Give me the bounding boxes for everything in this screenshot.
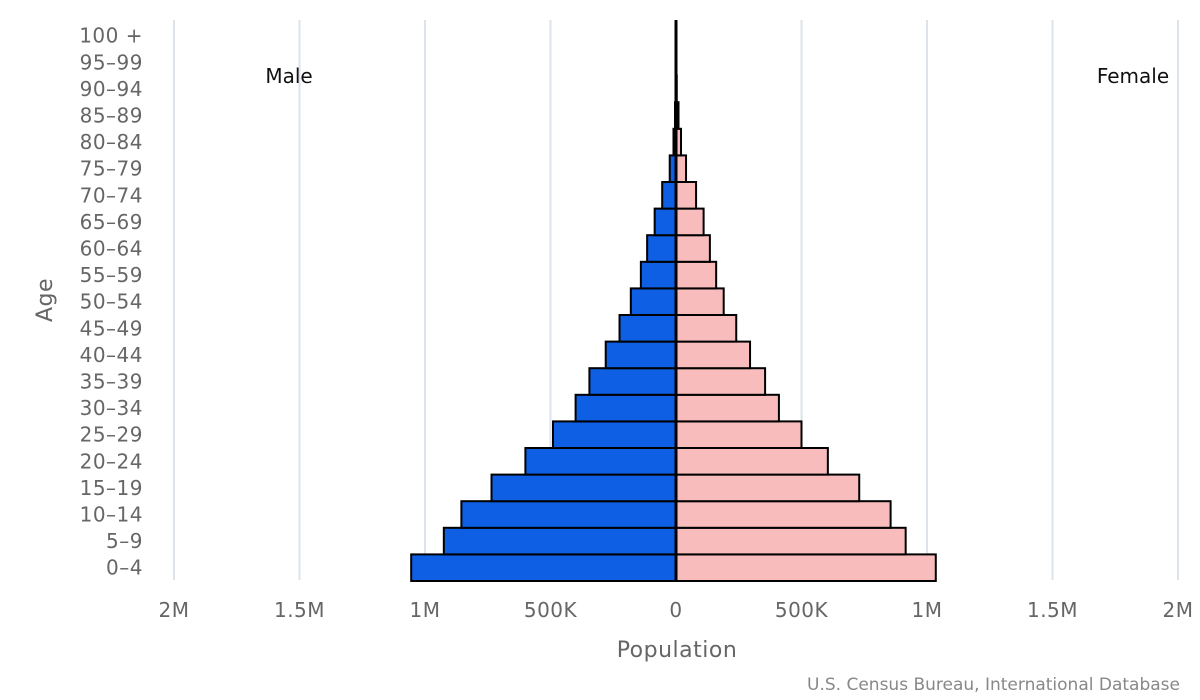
female-bar: [675, 553, 937, 583]
y-tick-label: 100 +: [79, 24, 143, 48]
x-tick-label: 1M: [410, 598, 441, 622]
y-tick-label: 5–9: [106, 529, 143, 553]
male-bar: [574, 393, 677, 423]
x-tick-label: 1.5M: [1027, 598, 1078, 622]
source-credit: U.S. Census Bureau, International Databa…: [807, 675, 1180, 695]
male-bar: [661, 181, 678, 210]
y-tick-label: 20–24: [80, 449, 143, 473]
male-bar: [460, 500, 677, 529]
male-bar: [442, 526, 678, 556]
female-bar: [675, 260, 718, 290]
x-tick-label: 2M: [159, 598, 190, 622]
female-bar: [675, 314, 738, 343]
x-tick-label: 2M: [1163, 598, 1194, 622]
female-panel-label: Female: [1097, 64, 1169, 88]
female-bar: [675, 447, 829, 476]
female-bar: [675, 420, 803, 449]
male-bar: [588, 367, 678, 396]
male-bar: [410, 553, 677, 583]
y-tick-label: 45–49: [80, 316, 143, 340]
female-bar: [675, 287, 725, 316]
y-tick-label: 10–14: [80, 503, 143, 527]
y-tick-label: 95–99: [80, 50, 143, 74]
y-tick-label: 50–54: [80, 290, 143, 314]
x-axis-title: Population: [617, 638, 738, 663]
x-tick-label: 0: [669, 598, 682, 622]
y-tick-label: 80–84: [80, 130, 143, 154]
male-panel-label: Male: [265, 64, 312, 88]
female-bar: [675, 234, 711, 263]
x-tick-label: 1M: [912, 598, 943, 622]
female-bar: [675, 154, 688, 183]
female-bar: [675, 207, 705, 237]
female-bar: [675, 473, 861, 503]
female-bar: [675, 500, 892, 529]
female-bar: [675, 181, 698, 210]
gridlines: [173, 20, 1179, 580]
y-axis-title: Age: [33, 278, 58, 322]
male-bar: [618, 314, 678, 343]
x-tick-label: 500K: [524, 598, 578, 622]
bars: [410, 21, 937, 583]
female-bar: [675, 367, 767, 396]
y-tick-label: 75–79: [80, 157, 143, 181]
y-tick-label: 25–29: [80, 423, 143, 447]
male-bar: [552, 420, 678, 449]
x-axis-tick-labels: 2M 1.5M 1M 500K 0 500K 1M 1.5M 2M: [159, 598, 1194, 622]
male-bar: [653, 207, 677, 237]
y-tick-label: 35–39: [80, 370, 143, 394]
y-tick-label: 0–4: [106, 556, 143, 580]
male-bar: [490, 473, 678, 503]
male-bar: [639, 260, 677, 290]
y-tick-label: 15–19: [80, 476, 143, 500]
y-tick-label: 60–64: [80, 237, 143, 261]
y-tick-label: 90–94: [80, 77, 143, 101]
y-tick-label: 40–44: [80, 343, 143, 367]
male-bar: [629, 287, 678, 316]
y-tick-label: 30–34: [80, 396, 143, 420]
female-bar: [675, 393, 780, 423]
y-tick-label: 55–59: [80, 263, 143, 287]
male-bar: [646, 234, 678, 263]
y-tick-label: 70–74: [80, 183, 143, 207]
y-tick-label: 85–89: [80, 104, 143, 128]
male-bar: [604, 340, 677, 370]
y-tick-label: 65–69: [80, 210, 143, 234]
male-bar: [524, 447, 678, 476]
female-bar: [675, 526, 907, 556]
female-bar: [675, 340, 752, 370]
x-tick-label: 1.5M: [274, 598, 325, 622]
x-tick-label: 500K: [775, 598, 829, 622]
